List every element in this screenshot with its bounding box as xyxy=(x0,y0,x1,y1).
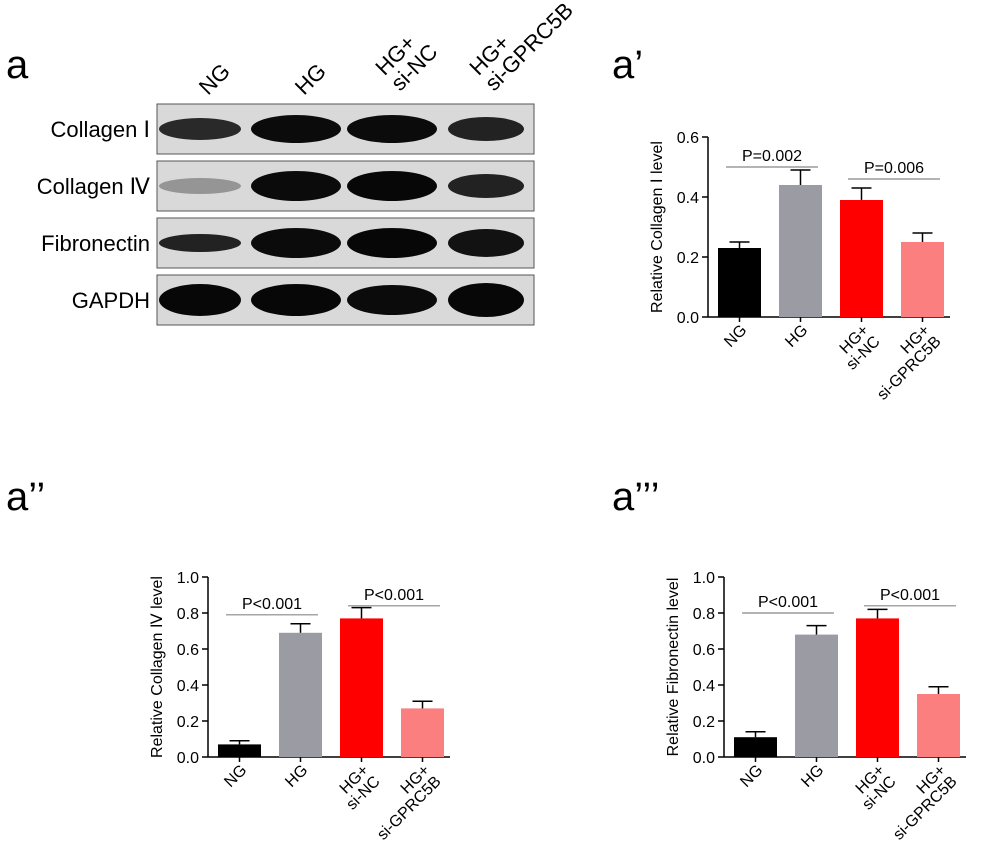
blot-row-label: Collagen Ⅰ xyxy=(51,117,150,142)
y-tick-label: 0.8 xyxy=(177,606,199,623)
p-value-label: P<0.001 xyxy=(758,594,818,611)
p-value-label: P=0.006 xyxy=(864,160,924,177)
blot-band xyxy=(448,229,524,257)
y-axis-label: Relative Fibronectin level xyxy=(665,578,682,757)
y-axis-label: Relative Collagen Ⅳ level xyxy=(149,576,166,758)
y-tick-label: 0.4 xyxy=(177,678,199,695)
blot-band xyxy=(159,118,241,140)
collagen-i-bar-chart: 0.0 0.2 0.4 0.6 Relative Collagen Ⅰ level NG H… xyxy=(649,130,950,404)
blot-band xyxy=(251,228,341,258)
panel-label-a-prime: a’ xyxy=(612,43,643,87)
blot-band xyxy=(251,284,341,316)
blot-band xyxy=(448,117,524,141)
y-tick-label: 0.4 xyxy=(677,190,699,207)
y-tick-label: 0.0 xyxy=(693,750,715,767)
y-tick-label: 0.6 xyxy=(677,130,699,147)
blot-band xyxy=(251,171,341,201)
x-tick-label: HG+si-NC xyxy=(332,762,384,814)
blot-band xyxy=(347,285,437,315)
blot-band xyxy=(159,284,241,316)
bar xyxy=(779,185,822,317)
bar xyxy=(917,694,960,757)
blot-band xyxy=(347,171,437,201)
bar xyxy=(901,242,944,317)
y-tick-label: 0.2 xyxy=(177,714,199,731)
x-tick-label: HG+si-NC xyxy=(848,762,900,814)
y-tick-label: 0.8 xyxy=(693,606,715,623)
x-tick-label: NG xyxy=(221,762,250,791)
x-tick-label: HG+si-GPRC5B xyxy=(879,762,961,844)
blot-band xyxy=(347,115,437,143)
y-tick-label: 0.4 xyxy=(693,678,715,695)
bar xyxy=(340,618,383,757)
blot-band xyxy=(347,228,437,258)
p-value-label: P<0.001 xyxy=(880,587,940,604)
blot-lane-label: HG+si-GPRC5B xyxy=(464,0,578,96)
x-tick-label: NG xyxy=(737,762,766,791)
bar xyxy=(218,744,261,757)
blot-band xyxy=(448,174,524,198)
blot-band xyxy=(159,178,241,194)
x-tick-label: HG xyxy=(798,762,827,791)
x-tick-label: HG xyxy=(282,762,311,791)
p-value-label: P=0.002 xyxy=(742,148,802,165)
x-tick-label: HG+si-NC xyxy=(832,322,884,374)
blot-lane-label: HG xyxy=(290,59,331,100)
bar xyxy=(401,708,444,757)
blot-row-label: GAPDH xyxy=(72,288,150,313)
x-tick-label: HG xyxy=(782,322,811,351)
y-tick-label: 0.0 xyxy=(677,310,699,327)
p-value-label: P<0.001 xyxy=(364,587,424,604)
y-tick-label: 0.0 xyxy=(177,750,199,767)
x-tick-label: HG+si-GPRC5B xyxy=(863,322,945,404)
bar xyxy=(856,618,899,757)
y-tick-label: 0.6 xyxy=(693,642,715,659)
panel-label-a-triple-prime: a’’’ xyxy=(612,475,659,519)
blot-band xyxy=(159,234,241,252)
blot-lane-label: NG xyxy=(194,59,235,100)
panel-label-a: a xyxy=(6,43,29,87)
bar xyxy=(718,248,761,317)
bar xyxy=(840,200,883,317)
collagen-iv-bar-chart: 0.0 0.2 0.4 0.6 0.8 1.0 Relative Collagen Ⅳ le… xyxy=(149,570,450,844)
fibronectin-bar-chart: 0.0 0.2 0.4 0.6 0.8 1.0 Relative Fibronectin l… xyxy=(665,570,966,844)
blot-row-label: Collagen Ⅳ xyxy=(37,174,151,199)
y-tick-label: 0.6 xyxy=(177,642,199,659)
y-axis-label: Relative Collagen Ⅰ level xyxy=(649,141,666,313)
y-tick-label: 1.0 xyxy=(177,570,199,587)
x-tick-label: HG+si-GPRC5B xyxy=(363,762,445,844)
western-blot: NG HG HG+si-NC HG+si-GPRC5B Collagen Ⅰ Collag… xyxy=(37,0,578,326)
y-tick-label: 1.0 xyxy=(693,570,715,587)
blot-band xyxy=(448,283,524,317)
y-tick-label: 0.2 xyxy=(677,250,699,267)
blot-band xyxy=(251,115,341,143)
y-tick-label: 0.2 xyxy=(693,714,715,731)
blot-row-label: Fibronectin xyxy=(41,231,150,256)
bar xyxy=(795,634,838,757)
x-tick-label: NG xyxy=(721,322,750,351)
panel-label-a-double-prime: a’’ xyxy=(6,475,45,519)
p-value-label: P<0.001 xyxy=(242,596,302,613)
bar xyxy=(279,632,322,757)
bar xyxy=(734,737,777,757)
blot-lane-label: HG+si-NC xyxy=(370,23,442,95)
